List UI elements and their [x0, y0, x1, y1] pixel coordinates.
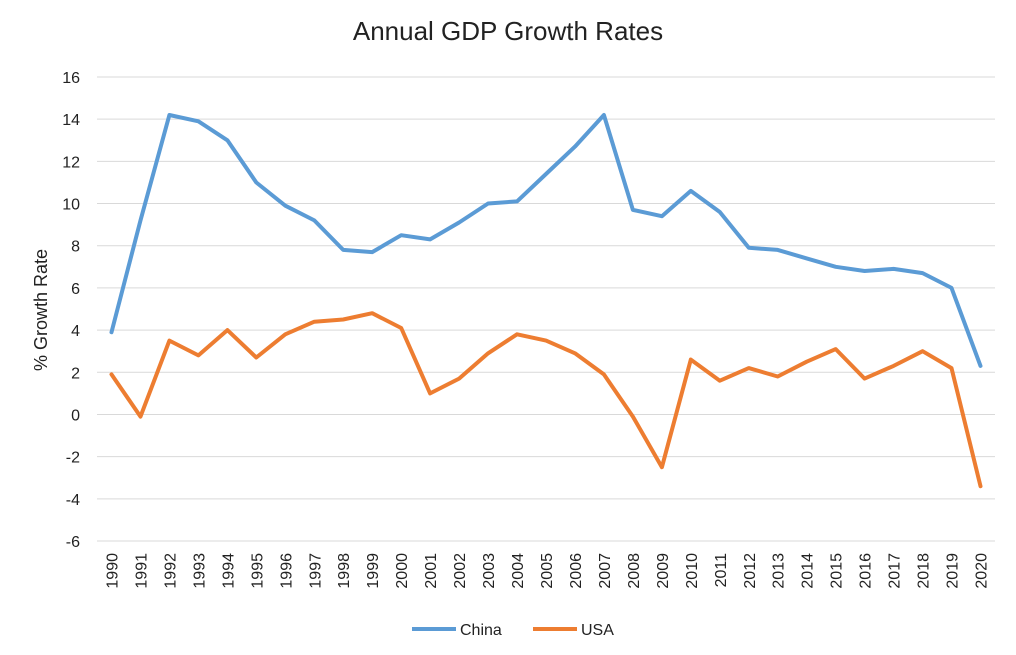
x-tick-label: 1990 — [104, 553, 121, 589]
x-tick-label: 2016 — [858, 553, 875, 589]
x-tick-label: 2019 — [945, 553, 962, 589]
x-axis-ticks: 1990 1991 1992 1993 1994 1995 1996 1997 1998 1999… — [104, 553, 990, 589]
y-tick-label: 6 — [71, 281, 80, 298]
gridlines — [97, 76, 995, 542]
y-tick-label: 4 — [71, 323, 80, 340]
y-tick-label: 8 — [71, 239, 80, 256]
x-tick-label: 2002 — [452, 553, 469, 589]
x-tick-label: 2001 — [423, 553, 440, 589]
y-tick-label: -2 — [66, 450, 80, 467]
x-tick-label: 2014 — [800, 553, 817, 589]
x-tick-label: 2010 — [684, 553, 701, 589]
y-axis-ticks: -6 -4 -2 0 2 4 6 8 10 12 14 16 — [62, 70, 80, 551]
x-tick-label: 2006 — [568, 553, 585, 589]
x-tick-label: 2005 — [539, 553, 556, 589]
series-line-china — [109, 113, 983, 368]
series-lines — [109, 113, 983, 489]
legend-label: China — [460, 622, 502, 639]
series-line-usa — [109, 311, 983, 489]
x-tick-label: 2011 — [713, 553, 730, 588]
y-tick-label: -6 — [66, 534, 80, 551]
x-tick-label: 1999 — [365, 553, 382, 589]
x-tick-label: 1992 — [162, 553, 179, 589]
x-tick-label: 2013 — [771, 553, 788, 589]
x-tick-label: 1996 — [278, 553, 295, 589]
x-tick-label: 1998 — [336, 553, 353, 589]
legend-item-china: China — [412, 622, 502, 639]
legend-item-usa: USA — [533, 622, 614, 639]
x-tick-label: 1994 — [220, 553, 237, 589]
x-tick-label: 2000 — [394, 553, 411, 589]
y-tick-label: 14 — [62, 112, 80, 129]
y-axis-label: % Growth Rate — [31, 249, 51, 371]
x-tick-label: 2003 — [481, 553, 498, 589]
y-tick-label: 12 — [62, 154, 80, 171]
legend: China USA — [412, 622, 614, 639]
legend-label: USA — [581, 622, 614, 639]
y-tick-label: 0 — [71, 407, 80, 424]
x-tick-label: 2017 — [887, 553, 904, 589]
x-tick-label: 2008 — [626, 553, 643, 589]
x-tick-label: 2020 — [974, 553, 991, 589]
x-tick-label: 2007 — [597, 553, 614, 589]
x-tick-label: 1997 — [307, 553, 324, 589]
x-tick-label: 2015 — [829, 553, 846, 589]
chart-title: Annual GDP Growth Rates — [353, 16, 663, 46]
y-tick-label: 2 — [71, 365, 80, 382]
x-tick-label: 2018 — [916, 553, 933, 589]
x-tick-label: 2004 — [510, 553, 527, 589]
x-tick-label: 1991 — [133, 553, 150, 589]
x-tick-label: 2009 — [655, 553, 672, 589]
x-tick-label: 2012 — [742, 553, 759, 589]
x-tick-label: 1995 — [249, 553, 266, 589]
y-tick-label: -4 — [66, 492, 80, 509]
y-tick-label: 16 — [62, 70, 80, 87]
x-tick-label: 1993 — [191, 553, 208, 589]
y-tick-label: 10 — [62, 197, 80, 214]
